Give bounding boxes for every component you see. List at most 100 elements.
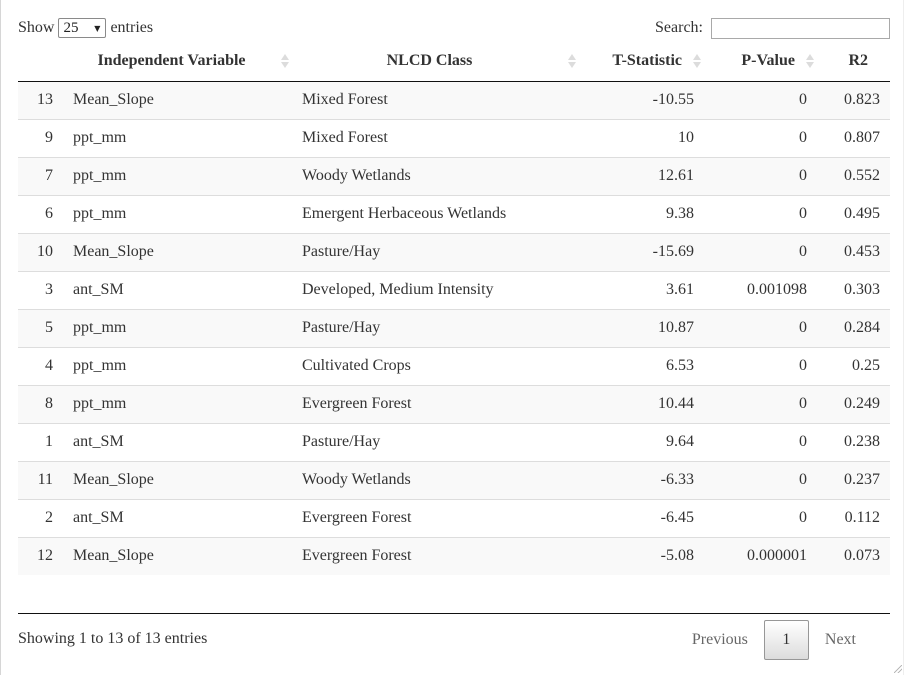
cell-p-value: 0 <box>704 384 817 423</box>
column-header-independent-variable[interactable]: Independent Variable <box>63 41 292 82</box>
cell-t-statistic: 9.64 <box>579 422 704 461</box>
cell-independent-variable: Mean_Slope <box>63 536 292 575</box>
cell-nlcd-class: Cultivated Crops <box>292 346 579 385</box>
cell-independent-variable: ppt_mm <box>63 308 292 347</box>
cell-index: 7 <box>18 156 63 195</box>
entries-select[interactable]: 25 ▼ <box>58 18 107 38</box>
length-menu: Show 25 ▼ entries <box>18 17 153 39</box>
table-footer-rule <box>18 613 890 614</box>
table-info: Showing 1 to 13 of 13 entries <box>18 630 208 647</box>
cell-p-value: 0 <box>704 422 817 461</box>
column-header-label: P-Value <box>741 51 795 69</box>
cell-nlcd-class: Pasture/Hay <box>292 308 579 347</box>
cell-r2: 0.552 <box>817 156 890 195</box>
resize-grip-icon[interactable] <box>894 665 902 673</box>
cell-r2: 0.807 <box>817 118 890 157</box>
data-table: Independent Variable NLCD Class T-Statis… <box>18 41 890 575</box>
table-row[interactable]: 13 Mean_Slope Mixed Forest -10.55 0 0.823 <box>18 81 890 119</box>
cell-nlcd-class: Pasture/Hay <box>292 232 579 271</box>
cell-independent-variable: ant_SM <box>63 498 292 537</box>
next-button[interactable]: Next <box>824 631 856 648</box>
cell-index: 9 <box>18 118 63 157</box>
cell-index: 1 <box>18 422 63 461</box>
column-header-label: Independent Variable <box>97 51 246 69</box>
column-header-label: NLCD Class <box>386 51 473 69</box>
table-row[interactable]: 2 ant_SM Evergreen Forest -6.45 0 0.112 <box>18 498 890 537</box>
table-row[interactable]: 8 ppt_mm Evergreen Forest 10.44 0 0.249 <box>18 384 890 423</box>
search-label: Search: <box>655 19 703 36</box>
length-suffix: entries <box>110 19 154 36</box>
cell-t-statistic: 10.87 <box>579 308 704 347</box>
column-header-r2[interactable]: R2 <box>817 41 890 82</box>
cell-independent-variable: ant_SM <box>63 270 292 309</box>
left-border <box>0 0 1 675</box>
cell-nlcd-class: Pasture/Hay <box>292 422 579 461</box>
cell-index: 12 <box>18 536 63 575</box>
table-row[interactable]: 9 ppt_mm Mixed Forest 10 0 0.807 <box>18 118 890 157</box>
sort-both-icon <box>806 53 814 69</box>
sort-both-icon <box>568 53 576 69</box>
column-header-label: R2 <box>848 51 868 69</box>
cell-p-value: 0 <box>704 232 817 271</box>
sort-both-icon <box>693 53 701 69</box>
column-header-p-value[interactable]: P-Value <box>704 41 817 82</box>
table-row[interactable]: 12 Mean_Slope Evergreen Forest -5.08 0.00000… <box>18 536 890 575</box>
table-row[interactable]: 10 Mean_Slope Pasture/Hay -15.69 0 0.453 <box>18 232 890 271</box>
cell-r2: 0.237 <box>817 460 890 499</box>
page-button-current[interactable]: 1 <box>763 620 809 660</box>
table-row[interactable]: 1 ant_SM Pasture/Hay 9.64 0 0.238 <box>18 422 890 461</box>
cell-nlcd-class: Evergreen Forest <box>292 536 579 575</box>
cell-t-statistic: 6.53 <box>579 346 704 385</box>
cell-r2: 0.249 <box>817 384 890 423</box>
cell-nlcd-class: Woody Wetlands <box>292 460 579 499</box>
cell-p-value: 0 <box>704 156 817 195</box>
cell-index: 2 <box>18 498 63 537</box>
header-row: Independent Variable NLCD Class T-Statis… <box>18 41 890 82</box>
cell-independent-variable: ppt_mm <box>63 346 292 385</box>
column-header-label: T-Statistic <box>612 51 682 69</box>
table-row[interactable]: 7 ppt_mm Woody Wetlands 12.61 0 0.552 <box>18 156 890 195</box>
cell-t-statistic: 9.38 <box>579 194 704 233</box>
cell-index: 4 <box>18 346 63 385</box>
previous-button[interactable]: Previous <box>691 631 748 648</box>
cell-independent-variable: Mean_Slope <box>63 460 292 499</box>
table-row[interactable]: 3 ant_SM Developed, Medium Intensity 3.61 0.… <box>18 270 890 309</box>
table-row[interactable]: 11 Mean_Slope Woody Wetlands -6.33 0 0.237 <box>18 460 890 499</box>
cell-r2: 0.238 <box>817 422 890 461</box>
table-row[interactable]: 6 ppt_mm Emergent Herbaceous Wetlands 9.38 0… <box>18 194 890 233</box>
cell-r2: 0.284 <box>817 308 890 347</box>
cell-independent-variable: ppt_mm <box>63 156 292 195</box>
cell-r2: 0.073 <box>817 536 890 575</box>
cell-p-value: 0 <box>704 346 817 385</box>
cell-independent-variable: ant_SM <box>63 422 292 461</box>
column-header-t-statistic[interactable]: T-Statistic <box>579 41 704 82</box>
cell-t-statistic: 12.61 <box>579 156 704 195</box>
cell-independent-variable: Mean_Slope <box>63 81 292 119</box>
cell-nlcd-class: Mixed Forest <box>292 81 579 119</box>
cell-p-value: 0 <box>704 308 817 347</box>
cell-nlcd-class: Mixed Forest <box>292 118 579 157</box>
cell-t-statistic: -15.69 <box>579 232 704 271</box>
cell-r2: 0.453 <box>817 232 890 271</box>
cell-t-statistic: -5.08 <box>579 536 704 575</box>
cell-index: 11 <box>18 460 63 499</box>
cell-independent-variable: ppt_mm <box>63 194 292 233</box>
table-row[interactable]: 5 ppt_mm Pasture/Hay 10.87 0 0.284 <box>18 308 890 347</box>
cell-p-value: 0 <box>704 194 817 233</box>
cell-t-statistic: 3.61 <box>579 270 704 309</box>
search-input[interactable] <box>711 17 890 39</box>
column-header-index <box>18 41 63 82</box>
column-header-nlcd-class[interactable]: NLCD Class <box>292 41 579 82</box>
cell-independent-variable: ppt_mm <box>63 384 292 423</box>
chevron-down-icon: ▼ <box>94 23 101 33</box>
length-prefix: Show <box>18 19 55 36</box>
cell-r2: 0.823 <box>817 81 890 119</box>
table-row[interactable]: 4 ppt_mm Cultivated Crops 6.53 0 0.25 <box>18 346 890 385</box>
cell-nlcd-class: Evergreen Forest <box>292 498 579 537</box>
cell-index: 8 <box>18 384 63 423</box>
cell-p-value: 0 <box>704 81 817 119</box>
cell-nlcd-class: Evergreen Forest <box>292 384 579 423</box>
cell-index: 10 <box>18 232 63 271</box>
cell-p-value: 0.000001 <box>704 536 817 575</box>
cell-nlcd-class: Emergent Herbaceous Wetlands <box>292 194 579 233</box>
